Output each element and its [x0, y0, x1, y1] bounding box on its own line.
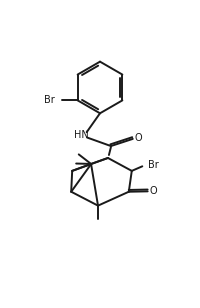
Text: O: O	[135, 133, 142, 143]
Text: Br: Br	[44, 95, 55, 105]
Text: O: O	[149, 186, 157, 196]
Text: Br: Br	[148, 160, 158, 170]
Text: HN: HN	[74, 130, 89, 140]
